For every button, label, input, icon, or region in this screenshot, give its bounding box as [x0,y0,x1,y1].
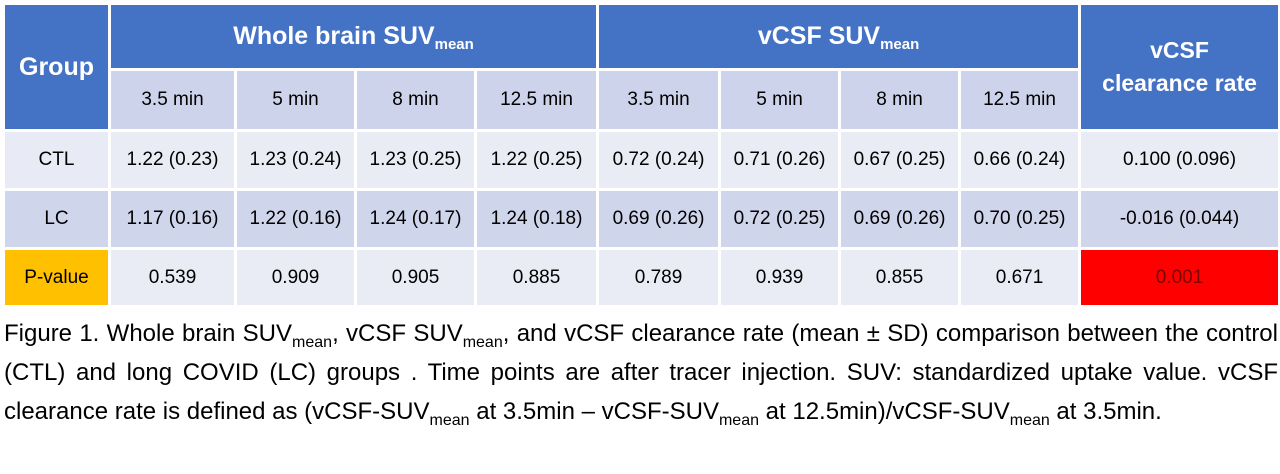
timepoint-header: 12.5 min [958,68,1082,132]
timepoint-header: 5 min [718,68,842,132]
timepoint-header: 8 min [838,68,962,132]
timepoint-header: 3.5 min [596,68,722,132]
significant-pvalue-cell: 0.001 [1078,247,1280,308]
table-cell: 1.22 (0.23) [108,129,237,191]
row-label: LC [2,188,111,250]
row-label: CTL [2,129,111,191]
table-cell: 0.539 [108,247,237,308]
table-row-pvalue: P-value 0.539 0.909 0.905 0.885 0.789 0.… [2,247,1280,308]
table-cell: 0.72 (0.24) [596,129,722,191]
table-cell: 0.70 (0.25) [958,188,1082,250]
timepoint-header: 12.5 min [473,68,600,132]
table-cell: 1.22 (0.25) [473,129,600,191]
table-cell: 1.24 (0.17) [354,188,477,250]
table-cell: 0.789 [596,247,722,308]
vcsf-header: vCSF SUVmean [596,2,1082,71]
table-cell: 1.23 (0.25) [354,129,477,191]
table-cell: 1.24 (0.18) [473,188,600,250]
table-cell: 0.855 [838,247,962,308]
table-cell: 0.671 [958,247,1082,308]
timepoint-header: 8 min [354,68,477,132]
table-cell: 0.69 (0.26) [596,188,722,250]
table-cell: 0.66 (0.24) [958,129,1082,191]
table-cell: 0.71 (0.26) [718,129,842,191]
table-row-ctl: CTL 1.22 (0.23) 1.23 (0.24) 1.23 (0.25) … [2,129,1280,191]
table-cell: 1.17 (0.16) [108,188,237,250]
row-label: P-value [2,247,111,308]
figure-caption: Figure 1. Whole brain SUVmean, vCSF SUVm… [4,320,1278,429]
table-cell: 0.885 [473,247,600,308]
whole-brain-header: Whole brain SUVmean [107,2,600,71]
table-cell: 0.909 [234,247,357,308]
table-cell: 1.23 (0.24) [234,129,357,191]
clearance-cell: -0.016 (0.044) [1078,188,1280,250]
table-cell: 0.905 [354,247,477,308]
table-cell: 0.69 (0.26) [838,188,962,250]
group-header: Group [2,2,111,132]
clearance-cell: 0.100 (0.096) [1078,129,1280,191]
table-cell: 0.939 [718,247,842,308]
table-cell: 0.72 (0.25) [718,188,842,250]
timepoint-header: 3.5 min [108,68,237,132]
timepoint-header: 5 min [234,68,357,132]
results-table: Group Whole brain SUVmean vCSF SUVmean v… [2,2,1280,308]
table-row-lc: LC 1.17 (0.16) 1.22 (0.16) 1.24 (0.17) 1… [2,188,1280,250]
table-cell: 0.67 (0.25) [838,129,962,191]
clearance-header: vCSF clearance rate [1078,2,1280,132]
table-cell: 1.22 (0.16) [234,188,357,250]
